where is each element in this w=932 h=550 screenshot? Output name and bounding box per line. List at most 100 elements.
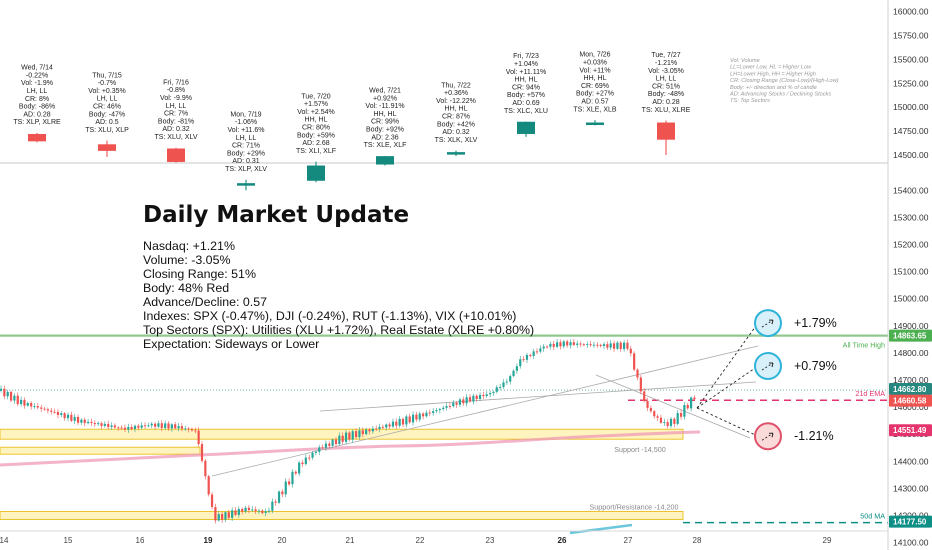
daily-annotation-line: CR: 80%: [302, 124, 330, 131]
candle-body: [646, 401, 649, 408]
candle-body: [572, 342, 575, 345]
candle-body: [629, 348, 632, 354]
ma50-label: 50d MA: [860, 512, 885, 521]
candle-body: [522, 359, 525, 361]
time-tick: 14: [0, 536, 9, 545]
candle-body: [97, 423, 100, 425]
price-tick-upper: 14500.00: [893, 150, 929, 160]
candle-body: [656, 416, 659, 418]
intraday-candles-layer: [0, 338, 696, 524]
candle-body: [117, 427, 120, 429]
candle-body: [552, 343, 555, 347]
daily-annotation-line: HH, HL: [445, 106, 468, 113]
candle-body: [3, 388, 6, 397]
daily-annotation-line: TS: XLP, XLRE: [13, 119, 61, 126]
price-badge: [889, 394, 932, 407]
price-badge-text: 14551.49: [893, 426, 927, 435]
daily-annotation-line: HH, HL: [374, 111, 397, 118]
candle-body: [606, 344, 609, 348]
candle-body: [375, 428, 378, 430]
daily-annotation-line: Vol: -11.91%: [365, 103, 404, 110]
candle-body: [676, 413, 679, 424]
candle-body: [227, 512, 230, 518]
daily-annotation-line: -0.22%: [26, 72, 48, 79]
stat-indexes: Indexes: SPX (-0.47%), DJI (-0.24%), RUT…: [143, 309, 516, 323]
stat-closing-range: Closing Range: 51%: [143, 267, 256, 281]
legend-line: LL=Lower Low, HL = Higher Low: [730, 65, 812, 71]
candle-body: [234, 510, 237, 515]
candle-body: [251, 509, 254, 511]
stat-expectation: Expectation: Sideways or Lower: [143, 337, 319, 351]
candle-body: [231, 510, 234, 518]
daily-annotation-line: LH, LL: [166, 103, 187, 110]
daily-annotation-line: LH, LL: [656, 76, 677, 83]
daily-candle-body: [376, 156, 394, 165]
candle-body: [519, 359, 522, 367]
candle-body: [569, 342, 572, 346]
candle-body: [157, 423, 160, 427]
candle-body: [589, 344, 592, 346]
candle-body: [438, 409, 441, 411]
stat-body: Body: 48% Red: [143, 281, 229, 295]
daily-annotation-line: Mon, 7/19: [230, 111, 261, 118]
candle-body: [16, 395, 19, 405]
price-tick: 15400.00: [893, 185, 929, 195]
candle-body: [56, 411, 60, 415]
time-axis: 14 15 16 19 20 21 22 23 26 27 28 29: [0, 530, 888, 545]
daily-annotation-line: Vol: -1.9%: [21, 80, 53, 87]
candle-body: [535, 351, 539, 353]
candle-body: [653, 411, 656, 417]
price-tick: 14400.00: [893, 456, 929, 466]
candle-body: [217, 514, 220, 521]
candle-body: [532, 351, 535, 357]
price-axis-background: [888, 0, 932, 550]
candle-body: [478, 394, 482, 400]
daily-annotation-line: TS: XLC, XLU: [504, 108, 548, 115]
candle-body: [73, 416, 76, 421]
candle-body: [391, 421, 395, 427]
daily-annotation-line: TS: XLU, XLRE: [642, 107, 691, 114]
daily-annotation-line: Body: +29%: [227, 150, 265, 157]
candle-body: [200, 444, 204, 461]
candle-body: [281, 491, 284, 495]
candle-body: [556, 342, 559, 347]
candle-body: [150, 423, 153, 426]
candle-body: [284, 481, 287, 495]
candle-body: [291, 471, 294, 485]
daily-annotation-line: Wed, 7/14: [21, 65, 53, 72]
daily-annotation-line: HH, HL: [515, 77, 538, 84]
candle-body: [40, 407, 43, 409]
time-tick: 15: [64, 536, 73, 545]
price-tick: 15000.00: [893, 294, 929, 304]
candle-body: [338, 435, 341, 444]
price-axis: 16000.00 15750.00 15500.00 15250.00 15000.00…: [887, 0, 932, 550]
time-tick: 29: [823, 536, 832, 545]
price-badge: [889, 515, 932, 528]
candle-body: [324, 443, 328, 448]
candle-body: [542, 346, 545, 349]
daily-annotation-line: Thu, 7/22: [441, 82, 471, 89]
target-arrowhead: [769, 319, 774, 325]
candle-body: [502, 382, 505, 388]
candle-body: [190, 429, 194, 431]
daily-annotation-line: Body: +42%: [437, 121, 475, 128]
stat-advance-decline: Advance/Decline: 0.57: [143, 295, 267, 309]
candle-body: [418, 413, 421, 420]
daily-annotation-line: CR: 87%: [442, 113, 470, 120]
daily-annotation-line: Tue, 7/27: [651, 52, 680, 59]
candle-body: [140, 425, 143, 428]
stat-volume: Volume: -3.05%: [143, 253, 230, 267]
candle-body: [274, 501, 277, 503]
candle-body: [103, 423, 106, 426]
ma50-segment: [569, 523, 633, 535]
price-tick-upper: 15500.00: [893, 54, 929, 64]
target-arrow-line: [696, 407, 759, 437]
daily-annotation-line: Vol: -9.9%: [160, 95, 192, 102]
daily-candle-body: [657, 122, 675, 140]
candle-body: [411, 414, 415, 423]
daily-annotation-line: Vol: +2.54%: [297, 109, 335, 116]
candle-body: [318, 447, 321, 452]
candle-body: [207, 476, 210, 495]
